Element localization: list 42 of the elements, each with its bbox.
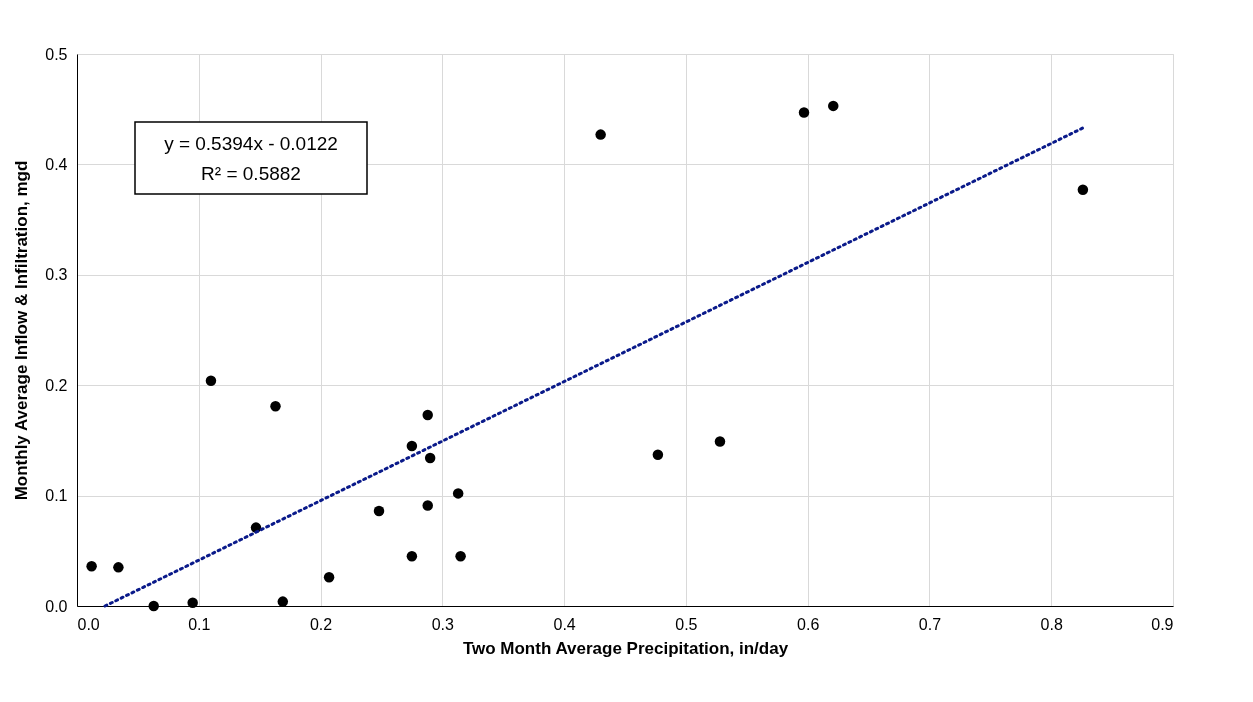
x-tick-label: 0.4 (553, 615, 576, 633)
point (270, 400, 281, 412)
point (113, 562, 124, 573)
point (148, 600, 159, 612)
annotation: R² = 0.5882 (201, 163, 301, 184)
point (652, 449, 664, 460)
annotation: y = 0.5394x - 0.0122 (164, 133, 338, 154)
x-tick-label: 0.2 (309, 615, 333, 633)
x-tick-label: 0.8 (1040, 615, 1063, 633)
x-tick-label: 0.6 (797, 615, 820, 633)
x-tick-label: 0.0 (77, 615, 100, 633)
y-tick-label: 0.1 (45, 487, 68, 505)
point (424, 452, 436, 464)
point (798, 107, 810, 118)
y-tick-label: 0.0 (45, 597, 68, 615)
y-tick-label: 0.5 (45, 45, 68, 63)
x-tick-label: 0.7 (918, 615, 942, 633)
point (86, 561, 97, 572)
point (714, 436, 726, 447)
point (595, 129, 606, 140)
point (1077, 184, 1089, 196)
point (422, 500, 433, 511)
y-tick-label: 0.4 (45, 155, 68, 173)
x-tick-label: 0.5 (675, 615, 698, 633)
x-tick-label: 0.9 (1151, 615, 1174, 633)
x-tick-label: 0.3 (431, 615, 455, 633)
point (406, 551, 418, 562)
point (323, 572, 335, 583)
point (277, 596, 289, 607)
point (455, 551, 466, 562)
x-axis-title: Two Month Average Precipitation, in/day (462, 638, 789, 658)
point (187, 597, 198, 608)
point (828, 100, 839, 112)
x-tick-label: 0.1 (188, 615, 211, 633)
y-tick-label: 0.3 (45, 266, 68, 284)
point (205, 375, 217, 387)
point (406, 440, 418, 452)
point (422, 409, 433, 421)
y-tick-label: 0.2 (45, 376, 68, 394)
point (373, 505, 385, 517)
y-axis-title: Monthly Average Inflow & Infiltration, mgd (12, 160, 32, 501)
point (452, 488, 464, 499)
